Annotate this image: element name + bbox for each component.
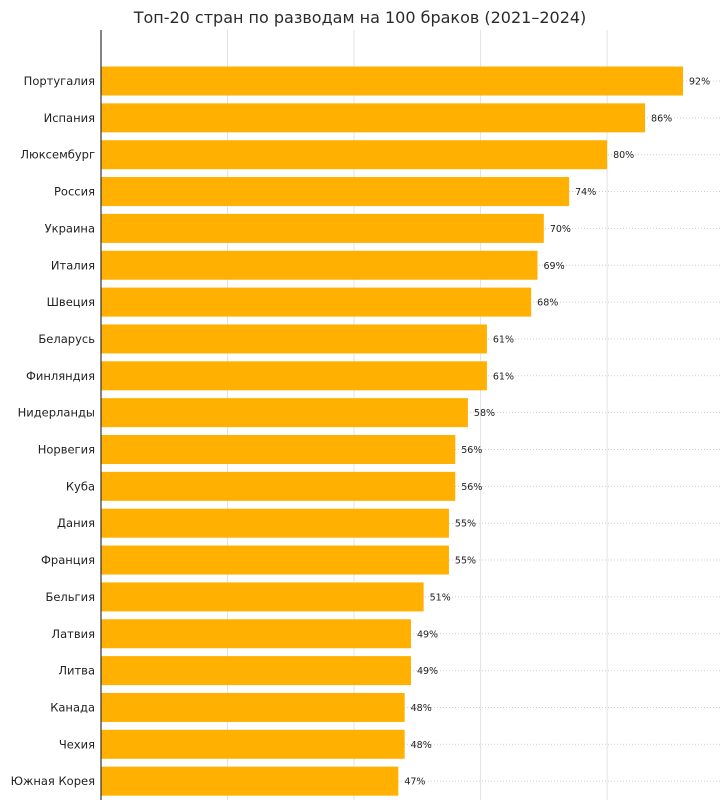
chart-title: Топ-20 стран по разводам на 100 браков (… bbox=[133, 8, 587, 27]
value-label: 51% bbox=[430, 592, 451, 603]
value-label: 70% bbox=[550, 224, 571, 235]
category-label: Люксембург bbox=[20, 148, 95, 162]
bars-layer bbox=[101, 66, 683, 796]
category-label: Латвия bbox=[51, 627, 95, 641]
value-label: 58% bbox=[474, 408, 495, 419]
category-label: Россия bbox=[54, 185, 95, 199]
bar bbox=[101, 545, 449, 575]
value-label: 47% bbox=[404, 777, 425, 788]
bar bbox=[101, 361, 487, 391]
category-label: Дания bbox=[57, 516, 95, 530]
bar bbox=[101, 656, 411, 686]
category-label: Южная Корея bbox=[11, 774, 95, 788]
value-label: 86% bbox=[651, 113, 672, 124]
bar bbox=[101, 398, 468, 428]
bar bbox=[101, 324, 487, 354]
bar bbox=[101, 582, 424, 612]
bar bbox=[101, 103, 646, 133]
bar bbox=[101, 729, 405, 759]
bar bbox=[101, 66, 683, 96]
bar bbox=[101, 435, 456, 464]
value-label: 56% bbox=[461, 482, 482, 493]
value-label: 69% bbox=[544, 261, 565, 272]
bar bbox=[101, 471, 456, 501]
value-label: 55% bbox=[455, 556, 476, 567]
bar bbox=[101, 213, 544, 243]
category-label: Литва bbox=[58, 664, 95, 678]
category-label: Норвегия bbox=[38, 443, 95, 457]
category-label: Бельгия bbox=[45, 590, 95, 604]
bar bbox=[101, 140, 608, 170]
value-label: 61% bbox=[493, 334, 514, 345]
value-label: 49% bbox=[417, 666, 438, 677]
category-label: Финляндия bbox=[26, 369, 95, 383]
value-label: 68% bbox=[537, 298, 558, 309]
category-label: Канада bbox=[50, 700, 95, 714]
category-label: Испания bbox=[44, 111, 95, 125]
category-label: Нидерланды bbox=[18, 406, 95, 420]
value-label: 56% bbox=[461, 445, 482, 456]
value-label: 61% bbox=[493, 371, 514, 382]
category-label: Куба bbox=[66, 479, 95, 493]
labels-layer: Португалия 92% Испания 86% Люксембург 80% Росс… bbox=[11, 74, 711, 788]
bar bbox=[101, 766, 399, 796]
value-label: 92% bbox=[689, 77, 710, 88]
category-label: Чехия bbox=[59, 737, 95, 751]
value-label: 48% bbox=[411, 740, 432, 751]
value-label: 49% bbox=[417, 629, 438, 640]
category-label: Франция bbox=[41, 553, 95, 567]
category-label: Португалия bbox=[24, 74, 95, 88]
bar bbox=[101, 287, 532, 317]
bar bbox=[101, 508, 449, 538]
bar bbox=[101, 619, 411, 649]
category-label: Швеция bbox=[47, 295, 95, 309]
value-label: 55% bbox=[455, 519, 476, 530]
bar bbox=[101, 177, 570, 207]
category-label: Беларусь bbox=[38, 332, 95, 346]
category-label: Украина bbox=[45, 221, 95, 235]
category-label: Италия bbox=[51, 258, 95, 272]
value-label: 74% bbox=[575, 187, 596, 198]
bar bbox=[101, 692, 405, 722]
value-label: 48% bbox=[411, 703, 432, 714]
bar bbox=[101, 250, 538, 280]
value-label: 80% bbox=[613, 150, 634, 161]
